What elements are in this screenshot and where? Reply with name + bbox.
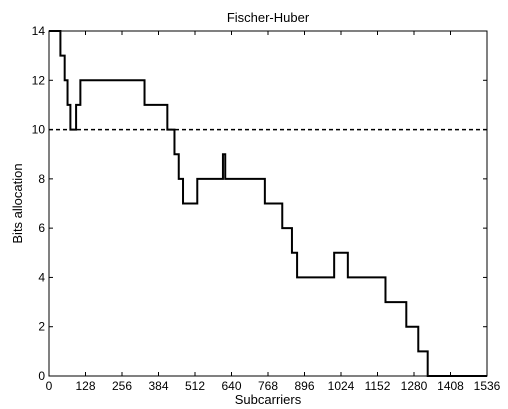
x-tick-label: 640 <box>221 379 241 393</box>
y-tick-label: 4 <box>38 270 45 284</box>
y-tick-label: 2 <box>38 320 45 334</box>
y-tick-label: 0 <box>38 369 45 383</box>
x-tick-label: 256 <box>112 379 132 393</box>
x-tick-label: 128 <box>75 379 95 393</box>
x-tick-label: 384 <box>148 379 168 393</box>
series-layer <box>49 30 487 377</box>
x-tick-label: 1408 <box>437 379 464 393</box>
y-tick-label: 14 <box>32 24 46 38</box>
y-tick-label: 8 <box>38 172 45 186</box>
x-tick-label: 1024 <box>328 379 355 393</box>
y-axis-label: Bits allocation <box>10 163 25 243</box>
x-tick-label: 1536 <box>474 379 501 393</box>
y-tick-label: 12 <box>32 73 46 87</box>
x-tick-label: 768 <box>258 379 278 393</box>
y-axis-ticks: 0 2 4 6 8 10 12 14 <box>32 24 487 383</box>
y-tick-label: 6 <box>38 221 45 235</box>
x-axis-label: Subcarriers <box>235 392 302 407</box>
x-tick-label: 512 <box>185 379 205 393</box>
y-tick-label: 10 <box>32 123 46 137</box>
x-tick-label: 896 <box>294 379 314 393</box>
x-axis-ticks: 0 128 256 384 512 640 768 896 1024 1152 1280 1408 15… <box>46 31 501 393</box>
x-tick-label: 1152 <box>365 379 391 393</box>
chart-title: Fischer-Huber <box>227 10 310 25</box>
x-tick-label: 0 <box>46 379 53 393</box>
x-tick-label: 1280 <box>401 379 428 393</box>
